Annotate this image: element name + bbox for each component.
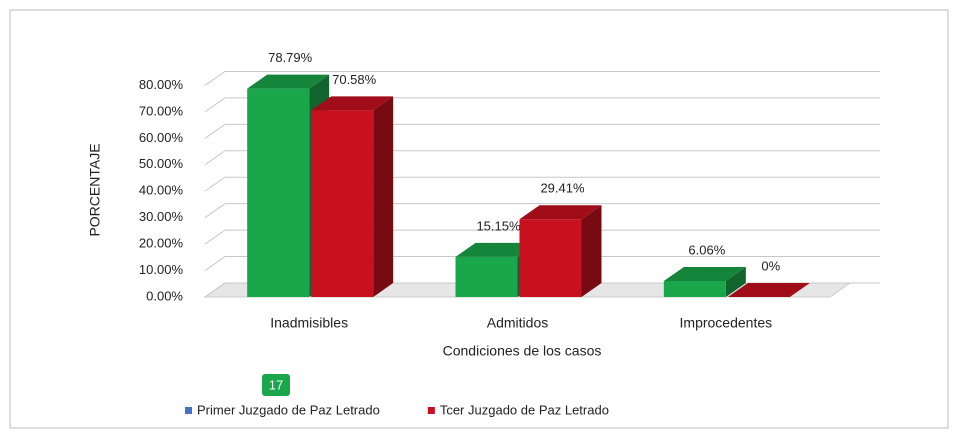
bar bbox=[519, 219, 582, 297]
legend-label: Primer Juzgado de Paz Letrado bbox=[197, 402, 380, 417]
bar-side bbox=[373, 96, 394, 298]
grid-line bbox=[204, 150, 880, 166]
y-axis-title: PORCENTAJE bbox=[87, 143, 103, 236]
data-label: 29.41% bbox=[540, 181, 585, 196]
bar bbox=[455, 256, 518, 297]
bar-side bbox=[581, 205, 602, 297]
grid-line bbox=[204, 229, 880, 245]
grid-line bbox=[204, 70, 880, 86]
y-tick-label: 40.00% bbox=[139, 183, 184, 198]
grid-line bbox=[204, 97, 880, 113]
x-tick-label: Inadmisibles bbox=[270, 315, 348, 331]
chart-frame bbox=[9, 9, 949, 429]
bar-top bbox=[311, 96, 394, 111]
bar bbox=[311, 110, 374, 298]
grid-line bbox=[204, 176, 880, 192]
data-label: 6.06% bbox=[688, 242, 725, 257]
y-tick-label: 80.00% bbox=[139, 77, 184, 92]
y-tick-label: 10.00% bbox=[139, 262, 184, 277]
x-tick-label: Improcedentes bbox=[680, 315, 773, 331]
y-tick-label: 30.00% bbox=[139, 209, 184, 224]
data-label: 78.79% bbox=[268, 50, 313, 65]
badge: 17 bbox=[269, 377, 283, 392]
bar-top bbox=[727, 283, 810, 297]
legend-label: Tcer Juzgado de Paz Letrado bbox=[440, 402, 609, 417]
y-tick-label: 0.00% bbox=[146, 288, 183, 303]
badge-bg bbox=[262, 374, 290, 396]
data-label: 15.15% bbox=[476, 218, 521, 233]
legend-swatch bbox=[427, 407, 435, 414]
data-label: 70.58% bbox=[332, 72, 377, 87]
y-tick-label: 70.00% bbox=[139, 103, 184, 118]
bar bbox=[663, 280, 726, 297]
grid-line bbox=[204, 282, 880, 298]
y-tick-label: 50.00% bbox=[139, 156, 184, 171]
bar-side bbox=[725, 266, 746, 297]
grid-line bbox=[204, 256, 880, 271]
grid-line bbox=[204, 123, 880, 139]
y-tick-label: 20.00% bbox=[139, 236, 184, 251]
x-tick-label: Admitidos bbox=[487, 315, 548, 331]
data-label: 0% bbox=[761, 258, 780, 273]
bar-top bbox=[519, 205, 602, 220]
bar-top bbox=[455, 242, 538, 257]
bar-top bbox=[247, 74, 330, 89]
legend-swatch bbox=[185, 407, 192, 414]
x-axis-title: Condiciones de los casos bbox=[443, 343, 602, 359]
bar-top bbox=[663, 266, 746, 281]
y-tick-label: 60.00% bbox=[139, 130, 184, 145]
bar bbox=[247, 88, 310, 297]
grid-line bbox=[204, 203, 880, 219]
